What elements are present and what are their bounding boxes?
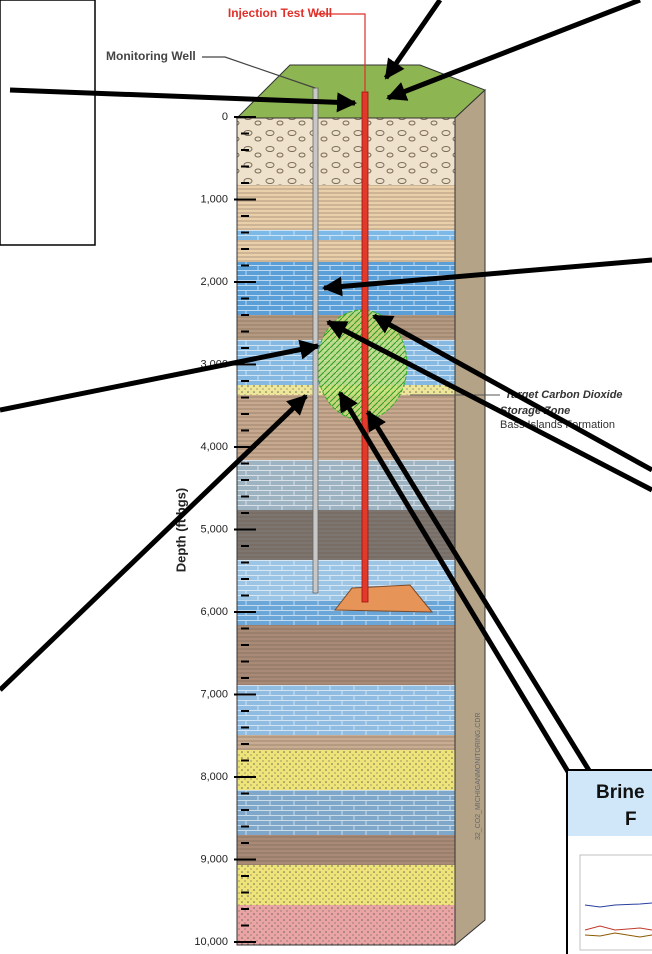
- inset-title: F: [625, 809, 637, 830]
- arrow: [322, 257, 652, 297]
- stratum-pattern: [237, 185, 455, 262]
- arrows: [0, 0, 652, 777]
- depth-tick-label: 1,000: [200, 193, 228, 205]
- depth-tick-label: 4,000: [200, 441, 228, 453]
- stratum-pattern: [237, 118, 455, 185]
- inset-panel: Brine F: [566, 769, 652, 954]
- stratum-pattern: [237, 835, 455, 865]
- stratum-pattern: [237, 865, 455, 905]
- depth-tick-label: 8,000: [200, 771, 228, 783]
- depth-tick-label: 2,000: [200, 276, 228, 288]
- arrow: [0, 394, 308, 692]
- ground-surface: [235, 64, 486, 119]
- stratum-pattern: [237, 750, 455, 790]
- inset-line: [584, 902, 652, 908]
- injection-well: [361, 91, 369, 603]
- inset-title: Brine: [596, 782, 645, 803]
- injection-zone: [333, 584, 434, 613]
- arrow: [365, 410, 593, 774]
- depth-axis-title: Depth (ft bgs): [173, 488, 188, 572]
- callout-box: [0, 0, 96, 246]
- arrow: [372, 313, 652, 473]
- stratum-pattern: [237, 905, 455, 945]
- stratum-pattern: [237, 560, 455, 600]
- arrow: [386, 0, 641, 101]
- arrow: [337, 391, 573, 777]
- leader-line: [202, 56, 316, 89]
- arrow: [383, 0, 443, 80]
- depth-tick-label: 10,000: [194, 936, 228, 948]
- stratum-pattern: [237, 790, 455, 835]
- depth-tick-label: 7,000: [200, 688, 228, 700]
- injection-well-label: Injection Test Well: [228, 6, 332, 20]
- monitoring-well-label: Monitoring Well: [106, 49, 196, 63]
- depth-tick-label: 9,000: [200, 853, 228, 865]
- stratum-pattern: [237, 510, 455, 560]
- inset-header: [568, 771, 652, 836]
- inset-chart: [579, 854, 652, 951]
- stratum-pattern: [237, 230, 455, 240]
- zone-label: Target Carbon Dioxide: [505, 389, 623, 401]
- inset-line: [584, 932, 652, 938]
- stratum-pattern: [237, 460, 455, 510]
- depth-tick-label: 6,000: [200, 606, 228, 618]
- depth-tick-label: 0: [222, 111, 228, 123]
- drawing-id: 32_CO2_MICHIGANMONITORING.CDR: [475, 713, 482, 840]
- arrow: [326, 319, 652, 493]
- arrow: [0, 339, 320, 413]
- leader-line: [315, 13, 366, 92]
- stratum-pattern: [237, 625, 455, 685]
- depth-tick-label: 5,000: [200, 523, 228, 535]
- stratum-pattern: [237, 735, 455, 750]
- column-side: [454, 88, 486, 947]
- arrow: [9, 87, 357, 113]
- monitoring-well: [312, 87, 319, 594]
- inset-line: [584, 925, 652, 931]
- stratum-pattern: [237, 685, 455, 735]
